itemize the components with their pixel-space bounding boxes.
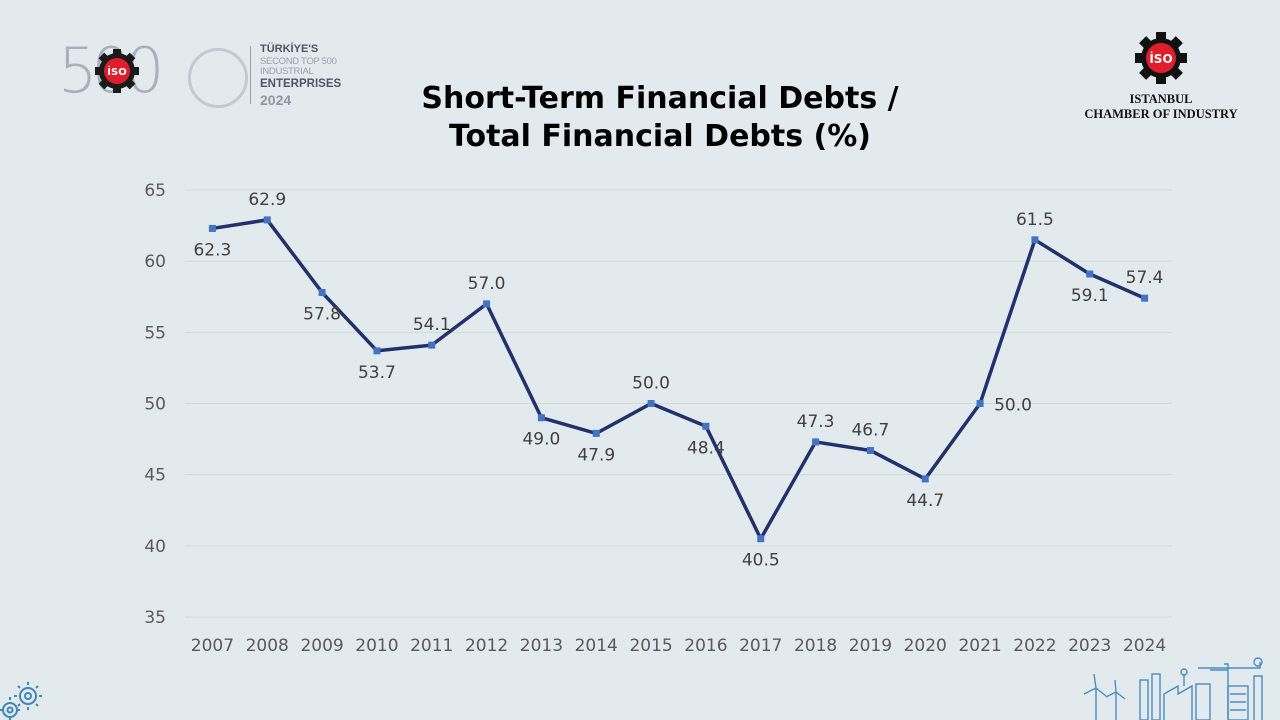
series-line-layer [212,218,1146,541]
x-tick-label: 2021 [958,636,1001,656]
y-axis-ticks: 35 40 45 50 55 60 65 [144,181,166,628]
x-tick-label: 2016 [684,636,727,656]
data-label: 49.0 [522,430,560,450]
data-point [921,475,929,483]
svg-text:İSO: İSO [1149,51,1172,66]
data-point [373,347,381,355]
data-point [647,400,655,407]
data-label: 57.4 [1126,268,1164,288]
chart-title-line-2: Total Financial Debts (%) [448,119,872,154]
data-label: 50.0 [632,374,670,394]
iso-gear-badge-icon: İSO [95,49,139,93]
x-tick-label: 2023 [1068,636,1111,656]
data-label: 61.5 [1016,210,1054,230]
data-point [1031,236,1039,244]
y-tick-label: 65 [144,181,166,201]
y-tick-label: 60 [144,252,166,272]
x-tick-label: 2019 [849,636,892,656]
data-label: 48.4 [687,438,725,458]
x-tick-label: 2022 [1013,636,1056,656]
x-tick-label: 2009 [300,636,343,656]
data-point [537,414,545,422]
istanbul-chamber-logo: İSO ISTANBUL CHAMBER OF INDUSTRY [1068,32,1254,124]
x-tick-label: 2007 [191,636,234,656]
data-label: 62.3 [193,240,231,260]
logo-ring [188,48,248,108]
chart-title: Short-Term Financial Debts / Total Finan… [300,80,1020,156]
logo-line-4: 2024 [260,91,292,108]
data-label: 57.0 [468,274,506,294]
data-point [1141,294,1149,302]
svg-text:İSO: İSO [107,64,126,78]
iso-gear-logo-icon: İSO [1135,32,1187,84]
logo-line-2: SECOND TOP 500 INDUSTRIAL [260,56,337,77]
x-tick-label: 2024 [1123,636,1166,656]
x-tick-label: 2018 [794,636,837,656]
gears-decoration-icon [0,682,42,720]
x-tick-label: 2020 [904,636,947,656]
data-point [812,438,820,446]
data-point [1086,270,1094,278]
y-tick-label: 40 [144,537,166,557]
data-point [318,288,326,296]
data-label: 57.8 [303,304,341,324]
logo-divider [250,46,251,104]
x-tick-label: 2017 [739,636,782,656]
data-point [208,224,216,232]
data-point [702,422,710,430]
x-tick-label: 2010 [355,636,398,656]
y-tick-label: 35 [144,608,166,628]
y-tick-label: 45 [144,466,166,486]
y-tick-label: 50 [144,395,166,415]
y-tick-label: 55 [144,323,166,343]
x-tick-label: 2008 [246,636,289,656]
data-label: 62.9 [248,190,286,210]
data-label: 53.7 [358,363,396,383]
chamber-name-line-2: CHAMBER OF INDUSTRY [1084,107,1238,121]
chamber-name-line-1: ISTANBUL [1129,92,1193,106]
markers [208,216,1149,543]
data-label: 46.7 [851,420,889,440]
data-label: 54.1 [413,315,451,335]
chart-title-line-1: Short-Term Financial Debts / [421,81,899,116]
logo-text-block: TÜRKİYE'S SECOND TOP 500 INDUSTRIAL ENTE… [260,44,341,107]
data-label: 47.9 [577,445,615,465]
data-labels: 62.3 62.9 57.8 53.7 54.1 57.0 49.0 47.9 50.0 48.4… [193,190,1163,571]
x-tick-label: 2013 [520,636,563,656]
data-point [483,300,491,308]
data-label: 40.5 [742,551,780,571]
factory-skyline-decoration-icon [1083,657,1263,720]
data-point [263,216,271,224]
data-label: 47.3 [797,412,835,432]
logo-line-1: TÜRKİYE'S [260,43,319,55]
gridlines [185,189,1172,618]
x-tick-label: 2011 [410,636,453,656]
data-point [976,400,984,407]
data-point [866,446,874,454]
data-point [592,429,600,437]
x-tick-label: 2012 [465,636,508,656]
data-label: 50.0 [994,396,1032,416]
top-500-logo: 500 İSO TÜRKİYE'S SECOND TOP 500 INDUSTR… [58,34,341,110]
x-tick-label: 2015 [629,636,672,656]
x-axis-ticks: 2007 2008 2009 2010 2011 2012 2013 2014 2015 2016… [191,636,1166,656]
data-point [428,341,436,349]
series-line [212,218,1146,541]
logo-line-3: ENTERPRISES [260,78,342,90]
data-label: 59.1 [1071,286,1109,306]
data-label: 44.7 [906,491,944,511]
chamber-name: ISTANBUL CHAMBER OF INDUSTRY [1068,92,1254,122]
x-tick-label: 2014 [575,636,618,656]
data-point [757,535,765,543]
